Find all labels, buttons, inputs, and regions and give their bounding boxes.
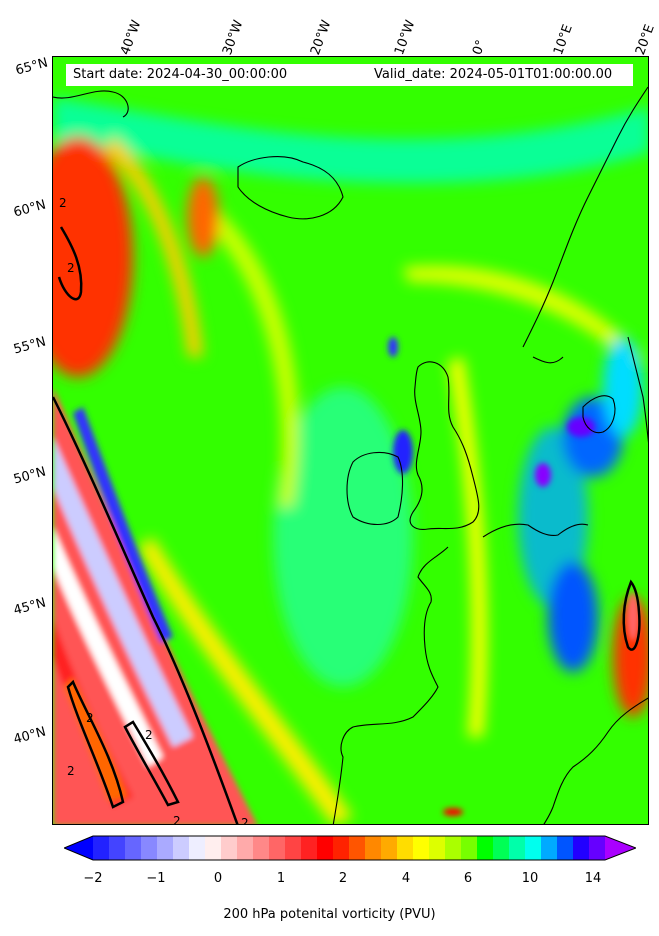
colorbar-tick: 4 — [401, 871, 411, 886]
colorbar-cell — [477, 836, 494, 860]
colorbar-tick: 0 — [213, 871, 223, 886]
colorbar-cell — [301, 836, 318, 860]
lat-label-45n: 45°N — [12, 595, 48, 619]
colorbar-outline — [64, 835, 636, 861]
colorbar-tick: 6 — [463, 871, 473, 886]
colorbar-label: 200 hPa potenital vorticity (PVU) — [223, 907, 436, 922]
lon-label-30w: 30°W — [220, 18, 247, 58]
colorbar-cell — [589, 836, 606, 860]
colorbar — [64, 835, 636, 861]
pv-field: 2 2 2 2 2 2 2 — [53, 57, 648, 825]
colorbar-cell — [493, 836, 510, 860]
colorbar-cell — [429, 836, 446, 860]
colorbar-extend-max — [605, 836, 636, 860]
lon-label-0: 0° — [470, 38, 490, 58]
title-box — [66, 64, 633, 86]
contour-label: 2 — [67, 764, 75, 778]
colorbar-tick: 1 — [276, 871, 286, 886]
valid-date-label: Valid_date: 2024-05-01T01:00:00.00 — [374, 67, 613, 82]
colorbar-cell — [189, 836, 206, 860]
contour-label: 2 — [145, 728, 153, 742]
colorbar-cell — [109, 836, 126, 860]
colorbar-cell — [461, 836, 478, 860]
colorbar-cell — [237, 836, 254, 860]
colorbar-tick: 10 — [521, 871, 539, 886]
colorbar-cell — [381, 836, 398, 860]
lon-label-10e: 10°E — [551, 22, 576, 58]
lon-label-20w: 20°W — [308, 18, 335, 58]
colorbar-tick: 2 — [338, 871, 348, 886]
colorbar-tick: −1 — [146, 871, 166, 886]
colorbar-cell — [285, 836, 302, 860]
colorbar-cell — [269, 836, 286, 860]
colorbar-cell — [413, 836, 430, 860]
colorbar-cell — [333, 836, 350, 860]
colorbar-cell — [221, 836, 238, 860]
pv-map: 2 2 2 2 2 2 2 — [52, 56, 649, 825]
start-date-label: Start date: 2024-04-30_00:00:00 — [73, 67, 288, 82]
colorbar-cell — [173, 836, 190, 860]
colorbar-tick: −2 — [83, 871, 103, 886]
colorbar-cell — [125, 836, 142, 860]
contour-label: 2 — [59, 196, 67, 210]
colorbar-cell — [509, 836, 526, 860]
colorbar-cell — [397, 836, 414, 860]
colorbar-cell — [557, 836, 574, 860]
colorbar-cell — [541, 836, 558, 860]
colorbar-cell — [157, 836, 174, 860]
lon-label-10w: 10°W — [392, 18, 419, 58]
contour-label: 2 — [241, 816, 249, 825]
colorbar-cell — [525, 836, 542, 860]
lat-label-65n: 65°N — [14, 55, 50, 79]
lon-label-20e: 20°E — [633, 22, 658, 58]
colorbar-cell — [141, 836, 158, 860]
lon-label-40w: 40°W — [118, 18, 145, 58]
colorbar-cell — [205, 836, 222, 860]
colorbar-cell — [253, 836, 270, 860]
contour-label: 2 — [86, 711, 94, 725]
colorbar-tick: 14 — [584, 871, 602, 886]
colorbar-cell — [93, 836, 110, 860]
lat-label-60n: 60°N — [12, 197, 48, 221]
colorbar-cell — [349, 836, 366, 860]
lat-label-40n: 40°N — [12, 724, 48, 748]
contour-label: 2 — [173, 814, 181, 825]
colorbar-cell — [445, 836, 462, 860]
colorbar-cell — [365, 836, 382, 860]
colorbar-cell — [317, 836, 334, 860]
lat-label-55n: 55°N — [12, 334, 48, 358]
contour-label: 2 — [67, 261, 75, 275]
colorbar-cell — [573, 836, 590, 860]
colorbar-extend-min — [64, 836, 93, 860]
lat-label-50n: 50°N — [12, 464, 48, 488]
